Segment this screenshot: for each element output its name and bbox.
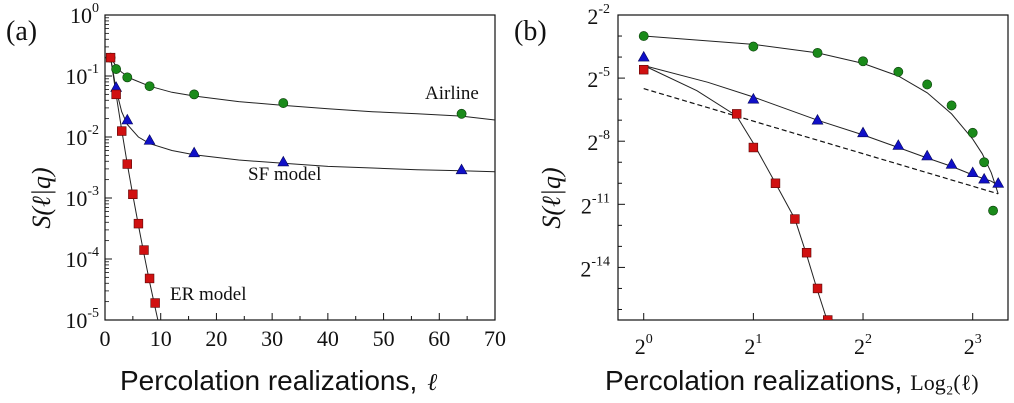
point-sf-model <box>966 166 979 178</box>
point-airline <box>946 100 957 111</box>
point-sf-model <box>892 139 905 150</box>
y-tick-label-a: 10-2 <box>65 123 99 150</box>
panel-label-b: (b) <box>514 16 547 47</box>
point-er-model <box>105 52 116 63</box>
point-airline <box>922 79 933 90</box>
point-er-model <box>139 245 149 255</box>
point-airline <box>979 157 990 168</box>
axis-ticks-b: 20 21 22 23 2-2 2-5 2-8 2-11 2-14 <box>580 2 981 359</box>
point-er-model <box>144 273 155 284</box>
point-er-model <box>150 298 160 308</box>
x-tick-label-a: 20 <box>205 326 227 351</box>
x-tick-label-a: 70 <box>484 326 506 351</box>
y-tick-label-b: 2-5 <box>587 65 610 92</box>
point-sf-model <box>121 113 134 125</box>
data-points-b <box>637 31 1005 320</box>
point-sf-model <box>857 126 869 138</box>
y-tick-label-b: 2-8 <box>587 128 610 155</box>
point-er-model <box>117 126 127 136</box>
annotation-er-model: ER model <box>170 284 247 305</box>
panel-b: (b) 20 21 22 23 2-2 2-5 2-8 2-11 2-14 Percolatio… <box>514 2 1009 396</box>
point-er-model <box>812 283 823 294</box>
point-airline <box>456 108 467 119</box>
point-sf-model <box>277 155 290 167</box>
point-airline <box>967 127 978 138</box>
point-sf-model <box>637 50 650 62</box>
point-sf-model <box>143 134 156 145</box>
point-er-model <box>823 315 833 320</box>
point-er-model <box>801 247 812 258</box>
y-axis-label-b: S(ℓ|q) <box>537 167 566 228</box>
point-sf-model <box>921 149 934 161</box>
point-sf-model <box>811 113 824 125</box>
fit-line-sf-model <box>643 65 999 186</box>
fit-line-er-model <box>110 57 159 320</box>
point-airline <box>144 81 155 92</box>
panel-a: (a) 0 10 20 30 40 50 60 70 10-5 10-4 10-3 10-2 10-1 1… <box>6 1 506 396</box>
point-airline <box>278 98 289 108</box>
x-tick-label-b: 23 <box>964 332 982 359</box>
point-sf-model <box>455 163 468 175</box>
point-er-model <box>770 178 781 188</box>
point-airline <box>988 205 998 216</box>
x-tick-label-b: 20 <box>635 332 653 359</box>
x-tick-label-a: 40 <box>317 326 339 351</box>
y-tick-label-b: 2-2 <box>587 2 610 29</box>
point-airline <box>858 56 868 67</box>
annotation-sf-model: SF model <box>248 164 321 185</box>
y-axis-label-a: S(ℓ|q) <box>27 167 56 228</box>
y-tick-label-b: 2-14 <box>580 254 610 281</box>
point-airline <box>111 64 122 74</box>
axis-ticks-a: 0 10 20 30 40 50 60 70 10-5 10-4 10-3 10-2 10-1 100 <box>65 1 506 351</box>
point-airline <box>638 31 649 41</box>
y-tick-label-b: 2-11 <box>581 191 610 218</box>
x-tick-label-a: 60 <box>428 326 450 351</box>
point-er-model <box>133 218 144 229</box>
x-axis-label-b: Percolation realizations, Log₂(ℓ) <box>605 365 979 396</box>
plot-frame-b <box>617 14 1009 321</box>
point-airline <box>893 66 904 77</box>
x-tick-label-b: 22 <box>854 332 872 359</box>
point-er-model <box>790 214 800 224</box>
x-tick-label-b: 21 <box>744 332 762 359</box>
x-axis-label-a: Percolation realizations, ℓ <box>120 365 437 396</box>
panel-label-a: (a) <box>6 16 37 47</box>
fit-lines-b <box>643 35 999 320</box>
point-er-model <box>128 189 138 199</box>
point-sf-model <box>747 92 760 104</box>
point-er-model <box>122 159 132 169</box>
x-tick-label-a: 0 <box>100 326 111 351</box>
fit-line-er-model <box>643 65 828 320</box>
point-er-model <box>639 64 649 75</box>
point-airline <box>189 89 200 100</box>
y-tick-label-a: 100 <box>70 1 99 28</box>
reference-dashed-line <box>643 88 999 195</box>
point-airline <box>122 72 133 83</box>
point-er-model <box>111 89 121 100</box>
point-sf-model <box>978 172 991 184</box>
point-airline <box>748 41 759 52</box>
annotation-airline: Airline <box>425 83 479 104</box>
point-er-model <box>732 109 742 119</box>
fit-line-airline <box>643 35 999 194</box>
y-tick-label-a: 10-3 <box>65 184 99 211</box>
point-sf-model <box>945 158 958 169</box>
x-tick-label-a: 50 <box>373 326 395 351</box>
point-sf-model <box>188 146 201 158</box>
point-sf-model <box>992 177 1005 188</box>
fit-line-airline <box>110 57 495 121</box>
data-points-a <box>105 52 468 308</box>
y-tick-label-a: 10-5 <box>65 306 99 333</box>
point-airline <box>812 47 823 58</box>
y-tick-label-a: 10-1 <box>65 62 99 89</box>
y-tick-label-a: 10-4 <box>65 245 99 272</box>
point-er-model <box>748 142 759 153</box>
x-tick-label-a: 30 <box>261 326 283 351</box>
x-tick-label-a: 10 <box>150 326 172 351</box>
